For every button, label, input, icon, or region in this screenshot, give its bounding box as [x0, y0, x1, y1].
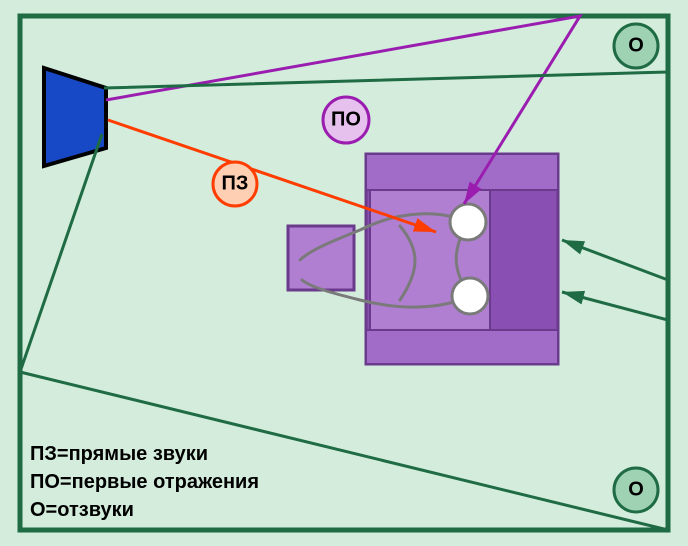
legend-line: О=отзвуки [30, 496, 259, 524]
legend-line: ПО=первые отражения [30, 468, 259, 496]
legend-line: ПЗ=прямые звуки [30, 440, 259, 468]
ray-label-o_top: О [628, 35, 644, 58]
ray-label-po: ПО [331, 109, 361, 132]
diagram-canvas: ПЗ ПО О О ПЗ=прямые звукиПО=первые отражения… [0, 0, 688, 546]
ray-label-pz: ПЗ [222, 173, 249, 196]
legend: ПЗ=прямые звукиПО=первые отраженияО=отзв… [30, 440, 259, 524]
ray-label-o_bottom: О [628, 479, 644, 502]
